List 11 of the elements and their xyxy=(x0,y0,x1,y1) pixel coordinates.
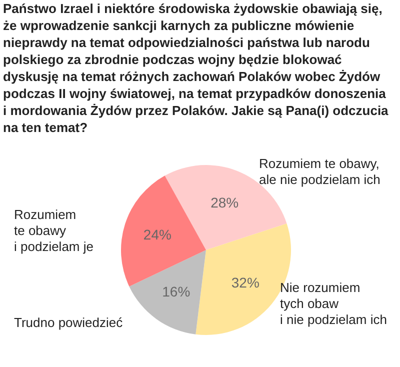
slice-label: Nie rozumiem tych obaw i nie podzielam ich xyxy=(280,280,387,327)
data-label: 16% xyxy=(162,283,190,300)
chart-title: Państwo Izrael i niektóre środowiska żydowskie obawiają się, że wprowadzenie sankcji karnych za publiczne mówienie nieprawdy na temat odpowiedzialności państwa lub narodu polskiego za zbrodnie podczas wojny będzie blokować dyskusję na temat różnych zachowań Polaków wobec Żydów podczas II wojny światowej, na temat przypadków donoszenia i mordowania Żydów przez Polaków. Jakie są Pana(i) odczucia na ten temat? xyxy=(3,1,390,135)
pie-slice xyxy=(129,250,206,334)
data-label: 32% xyxy=(231,274,260,290)
slice-label: Rozumiem te obawy i podzielam je xyxy=(14,207,94,254)
slice-label: Trudno powiedzieć xyxy=(14,315,124,330)
data-label: 24% xyxy=(143,226,172,242)
data-label: 28% xyxy=(210,194,239,210)
slice-label: Rozumiem te obawy, ale nie podzielam ich xyxy=(259,156,380,187)
pie-slice xyxy=(121,176,206,286)
